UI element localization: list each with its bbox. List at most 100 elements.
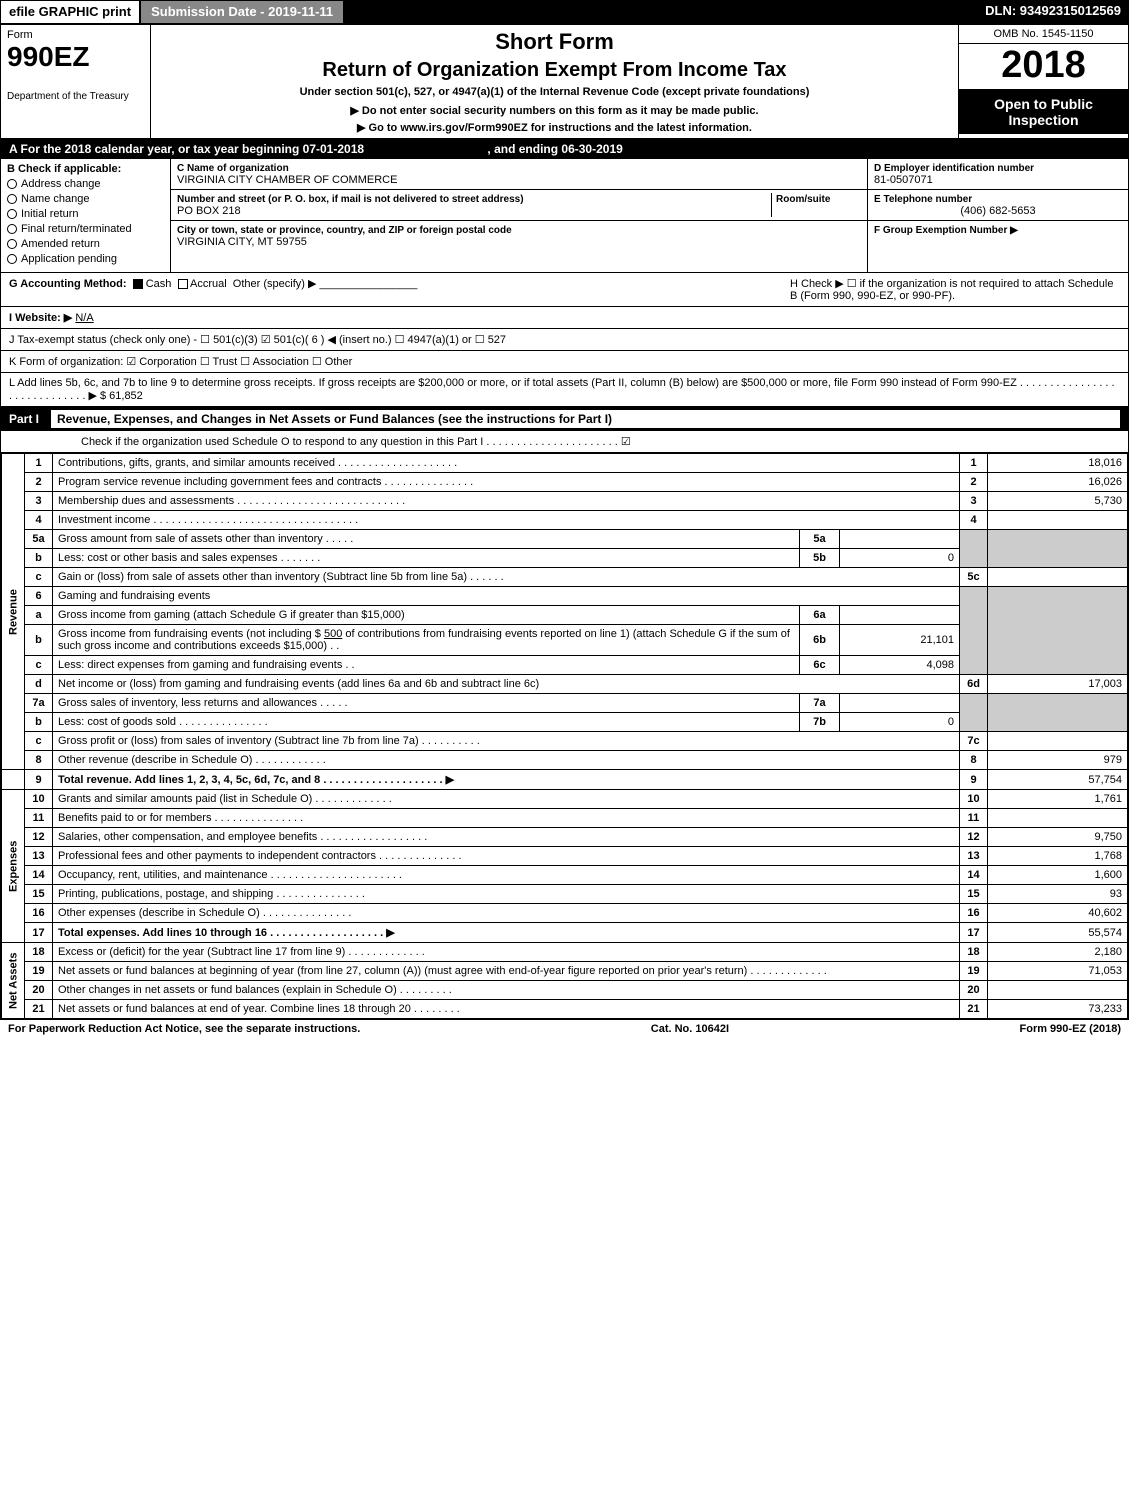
return-title: Return of Organization Exempt From Incom… xyxy=(161,59,948,82)
line-9-desc: Total revenue. Add lines 1, 2, 3, 4, 5c,… xyxy=(53,770,960,790)
line-17-val: 55,574 xyxy=(988,923,1128,943)
line-6c-val: 4,098 xyxy=(840,656,960,675)
chk-initial-return[interactable]: Initial return xyxy=(7,208,164,220)
lines-table: Revenue 1 Contributions, gifts, grants, … xyxy=(1,453,1128,1019)
line-4-val xyxy=(988,511,1128,530)
row-l: L Add lines 5b, 6c, and 7b to line 9 to … xyxy=(1,373,1128,407)
i-website-value: N/A xyxy=(75,312,93,324)
efile-label: efile GRAPHIC print xyxy=(0,0,140,24)
c-room-label: Room/suite xyxy=(776,194,830,205)
c-street-value: PO BOX 218 xyxy=(177,205,241,217)
line-10-desc: Grants and similar amounts paid (list in… xyxy=(53,790,960,809)
row-i: I Website: ▶ N/A xyxy=(1,307,1128,329)
line-10-val: 1,761 xyxy=(988,790,1128,809)
line-5b-desc: Less: cost or other basis and sales expe… xyxy=(53,549,800,568)
f-group-label: F Group Exemption Number ▶ xyxy=(874,225,1018,236)
line-11-desc: Benefits paid to or for members . . . . … xyxy=(53,809,960,828)
footer-right: Form 990-EZ (2018) xyxy=(1020,1023,1121,1035)
line-7c-val xyxy=(988,732,1128,751)
line-13-val: 1,768 xyxy=(988,847,1128,866)
line-5a-val xyxy=(840,530,960,549)
line-6a-desc: Gross income from gaming (attach Schedul… xyxy=(53,606,800,625)
chk-final-return[interactable]: Final return/terminated xyxy=(7,223,164,235)
part1-title: Revenue, Expenses, and Changes in Net As… xyxy=(51,410,1120,428)
line-19-desc: Net assets or fund balances at beginning… xyxy=(53,962,960,981)
top-bar: efile GRAPHIC print Submission Date - 20… xyxy=(0,0,1129,24)
e-phone-label: E Telephone number xyxy=(874,194,972,205)
g-accrual-check[interactable] xyxy=(178,279,188,289)
row-j: J Tax-exempt status (check only one) - ☐… xyxy=(1,329,1128,351)
line-5a-desc: Gross amount from sale of assets other t… xyxy=(53,530,800,549)
line-20-val xyxy=(988,981,1128,1000)
period-begin: A For the 2018 calendar year, or tax yea… xyxy=(9,142,364,156)
section-b: B Check if applicable: Address change Na… xyxy=(1,159,1128,273)
line-6d-desc: Net income or (loss) from gaming and fun… xyxy=(53,675,960,694)
line-1-val: 18,016 xyxy=(988,454,1128,473)
line-5c-val xyxy=(988,568,1128,587)
b-label: B Check if applicable: xyxy=(7,163,164,175)
short-form-title: Short Form xyxy=(161,29,948,55)
part1-check: Check if the organization used Schedule … xyxy=(1,431,1128,453)
footer-mid: Cat. No. 10642I xyxy=(651,1023,729,1035)
chk-address-change[interactable]: Address change xyxy=(7,178,164,190)
line-7c-desc: Gross profit or (loss) from sales of inv… xyxy=(53,732,960,751)
line-21-val: 73,233 xyxy=(988,1000,1128,1019)
line-2-val: 16,026 xyxy=(988,473,1128,492)
line-6d-val: 17,003 xyxy=(988,675,1128,694)
line-12-val: 9,750 xyxy=(988,828,1128,847)
submission-date: Submission Date - 2019-11-11 xyxy=(140,0,344,24)
period-bar: A For the 2018 calendar year, or tax yea… xyxy=(1,139,1128,159)
chk-application-pending[interactable]: Application pending xyxy=(7,253,164,265)
period-end: , and ending 06-30-2019 xyxy=(487,142,622,156)
line-6a-val xyxy=(840,606,960,625)
chk-amended-return[interactable]: Amended return xyxy=(7,238,164,250)
dept-treasury: Department of the Treasury xyxy=(7,91,144,102)
line-16-desc: Other expenses (describe in Schedule O) … xyxy=(53,904,960,923)
line-2-desc: Program service revenue including govern… xyxy=(53,473,960,492)
omb-number: OMB No. 1545-1150 xyxy=(959,25,1128,44)
g-label: G Accounting Method: xyxy=(9,278,127,290)
line-20-desc: Other changes in net assets or fund bala… xyxy=(53,981,960,1000)
form-label: Form xyxy=(7,29,144,41)
line-6b-val: 21,101 xyxy=(840,625,960,656)
line-14-val: 1,600 xyxy=(988,866,1128,885)
footer: For Paperwork Reduction Act Notice, see … xyxy=(0,1020,1129,1038)
line-18-desc: Excess or (deficit) for the year (Subtra… xyxy=(53,943,960,962)
line-14-desc: Occupancy, rent, utilities, and maintena… xyxy=(53,866,960,885)
side-expenses: Expenses xyxy=(2,790,25,943)
line-3-desc: Membership dues and assessments . . . . … xyxy=(53,492,960,511)
line-1-desc: Contributions, gifts, grants, and simila… xyxy=(53,454,960,473)
c-name-label: C Name of organization xyxy=(177,163,289,174)
line-8-val: 979 xyxy=(988,751,1128,770)
chk-name-change[interactable]: Name change xyxy=(7,193,164,205)
line-6b-desc: Gross income from fundraising events (no… xyxy=(53,625,800,656)
line-3-val: 5,730 xyxy=(988,492,1128,511)
line-16-val: 40,602 xyxy=(988,904,1128,923)
line-11-val xyxy=(988,809,1128,828)
line-7a-desc: Gross sales of inventory, less returns a… xyxy=(53,694,800,713)
g-cash-check[interactable] xyxy=(133,279,143,289)
line-18-val: 2,180 xyxy=(988,943,1128,962)
form-container: Form 990EZ Department of the Treasury Sh… xyxy=(0,24,1129,1020)
footer-left: For Paperwork Reduction Act Notice, see … xyxy=(8,1023,360,1035)
line-15-val: 93 xyxy=(988,885,1128,904)
c-city-value: VIRGINIA CITY, MT 59755 xyxy=(177,236,307,248)
dln-label: DLN: 93492315012569 xyxy=(977,0,1129,24)
part1-label: Part I xyxy=(9,412,39,426)
part1-header: Part I Revenue, Expenses, and Changes in… xyxy=(1,407,1128,431)
under-section: Under section 501(c), 527, or 4947(a)(1)… xyxy=(161,86,948,98)
do-not-enter: ▶ Do not enter social security numbers o… xyxy=(161,104,948,117)
line-8-desc: Other revenue (describe in Schedule O) .… xyxy=(53,751,960,770)
side-netassets: Net Assets xyxy=(2,943,25,1019)
row-k: K Form of organization: ☑ Corporation ☐ … xyxy=(1,351,1128,373)
line-4-desc: Investment income . . . . . . . . . . . … xyxy=(53,511,960,530)
line-12-desc: Salaries, other compensation, and employ… xyxy=(53,828,960,847)
line-17-desc: Total expenses. Add lines 10 through 16 … xyxy=(53,923,960,943)
line-9-val: 57,754 xyxy=(988,770,1128,790)
tax-year: 2018 xyxy=(959,44,1128,90)
i-label: I Website: ▶ xyxy=(9,312,72,324)
go-to-link[interactable]: ▶ Go to www.irs.gov/Form990EZ for instru… xyxy=(161,121,948,134)
line-5c-desc: Gain or (loss) from sale of assets other… xyxy=(53,568,960,587)
row-g-h: G Accounting Method: Cash Accrual Other … xyxy=(1,273,1128,307)
line-5b-val: 0 xyxy=(840,549,960,568)
